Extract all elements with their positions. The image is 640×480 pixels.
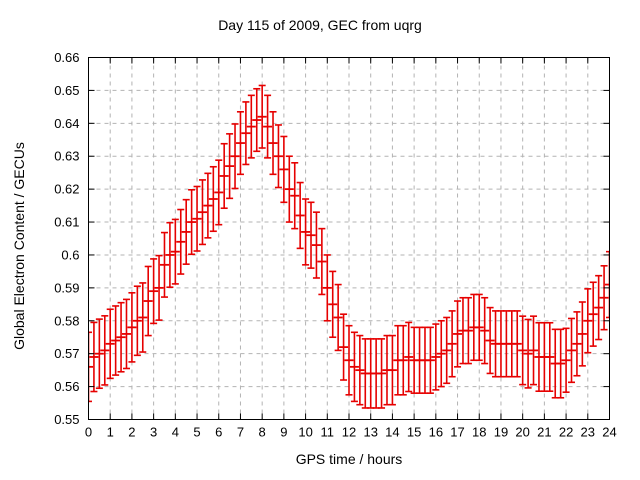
x-tick-label: 6 <box>215 425 222 440</box>
errorbar-series <box>88 84 610 409</box>
x-tick-label: 17 <box>450 425 464 440</box>
y-tick-label: 0.59 <box>54 280 79 295</box>
x-tick-label: 19 <box>494 425 508 440</box>
x-tick-label: 7 <box>237 425 244 440</box>
x-tick-label: 1 <box>107 425 114 440</box>
y-tick-label: 0.56 <box>54 379 79 394</box>
x-tick-label: 22 <box>559 425 573 440</box>
y-tick-label: 0.66 <box>54 50 79 65</box>
x-tick-label: 15 <box>407 425 421 440</box>
y-tick-label: 0.62 <box>54 182 79 197</box>
y-tick-label: 0.61 <box>54 215 79 230</box>
x-tick-label: 10 <box>298 425 312 440</box>
x-tick-label: 2 <box>128 425 135 440</box>
y-tick-label: 0.55 <box>54 412 79 427</box>
x-tick-label: 16 <box>429 425 443 440</box>
y-tick-label: 0.57 <box>54 346 79 361</box>
y-tick-label: 0.64 <box>54 116 79 131</box>
x-tick-label: 8 <box>259 425 266 440</box>
x-tick-label: 12 <box>342 425 356 440</box>
y-tick-label: 0.6 <box>61 247 79 262</box>
x-tick-label: 11 <box>321 425 335 440</box>
x-tick-label: 24 <box>602 425 616 440</box>
y-tick-label: 0.63 <box>54 149 79 164</box>
chart-title: Day 115 of 2009, GEC from uqrg <box>218 17 422 33</box>
x-tick-label: 21 <box>537 425 551 440</box>
x-tick-label: 9 <box>280 425 287 440</box>
y-tick-label: 0.58 <box>54 313 79 328</box>
x-tick-label: 20 <box>515 425 529 440</box>
y-tick-label: 0.65 <box>54 83 79 98</box>
x-tick-label: 3 <box>150 425 157 440</box>
x-tick-label: 0 <box>85 425 92 440</box>
x-tick-label: 5 <box>193 425 200 440</box>
x-tick-label: 14 <box>385 425 399 440</box>
x-tick-label: 13 <box>363 425 377 440</box>
x-tick-label: 23 <box>581 425 595 440</box>
x-axis-label: GPS time / hours <box>295 451 403 467</box>
x-tick-label: 4 <box>172 425 179 440</box>
x-tick-label: 18 <box>472 425 486 440</box>
